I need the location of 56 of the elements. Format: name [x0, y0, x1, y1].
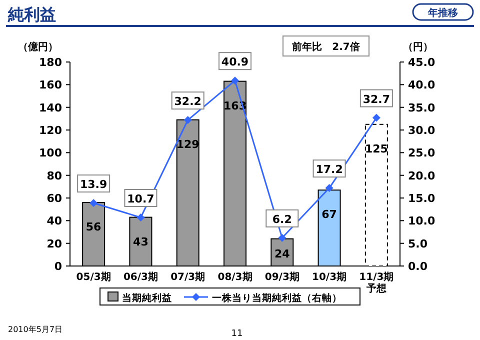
data-label: 13.9 [80, 178, 108, 191]
x-tick-label: 08/3期 [218, 271, 252, 283]
point [372, 114, 380, 122]
y-tick-label: 60 [46, 192, 62, 205]
x-tick-label: 07/3期 [170, 271, 206, 283]
y-tick-label: 0 [54, 260, 62, 273]
point [231, 76, 239, 85]
data-label: 129 [176, 138, 200, 151]
y-tick-label: 160 [39, 78, 62, 92]
x-tick-label: 06/3期 [123, 271, 158, 283]
point [184, 116, 192, 124]
chart-title: 純利益 [7, 5, 56, 24]
data-label: 43 [133, 235, 148, 248]
data-label: 32.2 [174, 95, 202, 108]
y2-tick-label: 30.0 [408, 124, 436, 137]
y-tick-label: 140 [39, 101, 62, 114]
y2-tick-label: 5.0 [408, 237, 428, 250]
text: 2010年5月7日 [8, 325, 63, 334]
y2-tick-label: 20.0 [408, 169, 436, 182]
point [90, 198, 98, 207]
y-tick-label: 40 [46, 214, 62, 228]
y-tick-label: 100 [39, 146, 62, 160]
text: 年推移 [427, 7, 458, 19]
point [278, 234, 286, 242]
text: 11 [231, 329, 243, 339]
data-label: 10.7 [127, 192, 154, 206]
y2-tick-label: 40.0 [408, 78, 436, 92]
legend-label: 一株当り当期純利益（右軸） [212, 292, 342, 304]
y-tick-label: 180 [39, 56, 62, 69]
data-label: 67 [322, 208, 337, 222]
x-tick-label: 11/3期予想 [359, 271, 394, 294]
y2-tick-label: 15.0 [408, 192, 436, 205]
y2-tick-label: 35.0 [408, 101, 436, 114]
data-label: 17.2 [316, 163, 343, 176]
legend-label: 当期純利益 [122, 292, 172, 304]
data-label: 40.9 [221, 56, 249, 69]
y-tick-label: 120 [39, 124, 62, 137]
data-label: 32.7 [362, 92, 390, 106]
y2-tick-label: 0.0 [408, 260, 428, 273]
y-tick-label: 20 [46, 237, 62, 250]
y2-tick-label: 45.0 [408, 56, 436, 69]
y-tick-label: 80 [46, 169, 62, 182]
y2-axis-title: （円） [403, 42, 433, 53]
y2-tick-label: 10.0 [408, 214, 436, 228]
text: 前年比 2.7倍 [291, 41, 360, 53]
data-label: 6.2 [272, 212, 292, 226]
x-tick-label: 05/3期 [76, 271, 111, 283]
x-tick-label: 09/3期 [264, 271, 300, 283]
point [325, 184, 334, 192]
x-tick-label: 10/3期 [312, 271, 347, 283]
data-label: 24 [274, 247, 290, 260]
point [136, 213, 145, 222]
data-label: 56 [86, 220, 102, 234]
data-label: 125 [364, 142, 388, 156]
y2-tick-label: 25.0 [408, 146, 436, 160]
y-axis-title: （億円） [18, 41, 58, 53]
